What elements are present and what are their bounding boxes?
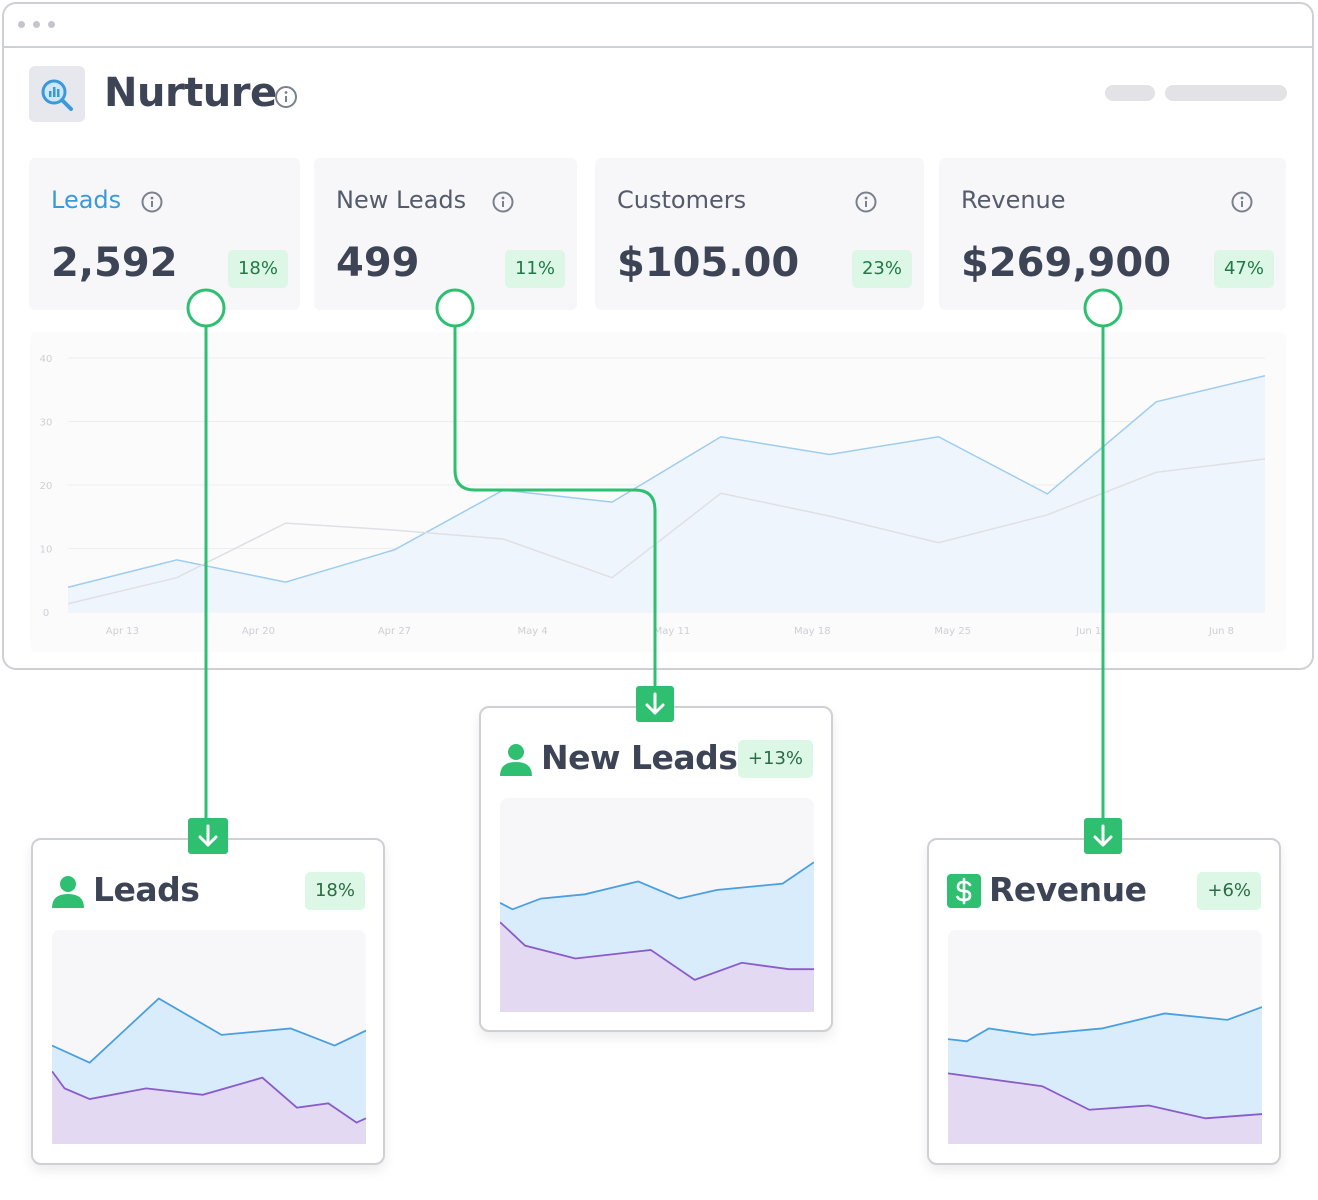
kpi-change: 23% bbox=[851, 250, 912, 288]
x-tick-label: May 11 bbox=[654, 626, 691, 637]
info-icon[interactable] bbox=[854, 190, 878, 214]
info-dot bbox=[501, 196, 505, 200]
info-dot bbox=[864, 196, 868, 200]
arrow-boxes bbox=[188, 686, 1122, 854]
series-line bbox=[67, 458, 1266, 605]
x-tick-label: Jun 8 bbox=[1208, 626, 1234, 637]
mini-card: New Leads +13% bbox=[479, 706, 833, 1032]
kpi-value: $105.00 bbox=[617, 240, 800, 286]
mini-area bbox=[52, 1071, 366, 1144]
page-title: Nurture bbox=[104, 70, 277, 116]
kpi-change: 47% bbox=[1213, 250, 1274, 288]
x-tick-label: May 18 bbox=[794, 626, 831, 637]
placeholder-pill bbox=[1165, 85, 1287, 101]
kpi-card: Revenue $269,900 47% bbox=[939, 158, 1286, 310]
icon-glyph bbox=[956, 877, 972, 905]
x-tick-label: Apr 27 bbox=[378, 626, 411, 637]
connector-node bbox=[186, 288, 226, 328]
mini-chart bbox=[52, 930, 366, 1144]
kpi-label: Leads bbox=[51, 186, 122, 214]
y-tick-label: 20 bbox=[40, 481, 53, 492]
kpi-value: $269,900 bbox=[961, 240, 1172, 286]
mini-line bbox=[500, 921, 814, 981]
person-icon bbox=[52, 876, 84, 908]
window-dot bbox=[48, 21, 55, 28]
area-fill bbox=[68, 375, 1265, 612]
arrow-box bbox=[1084, 818, 1122, 854]
info-ring bbox=[1231, 191, 1253, 213]
info-ring bbox=[141, 191, 163, 213]
mini-title: Revenue bbox=[989, 870, 1147, 909]
icon-head bbox=[60, 876, 76, 892]
kpi-card: New Leads 499 11% bbox=[314, 158, 577, 310]
mini-change: 18% bbox=[304, 872, 365, 910]
window-dot bbox=[33, 21, 40, 28]
mini-chart bbox=[500, 798, 814, 1012]
placeholder-pill bbox=[1105, 85, 1155, 101]
y-tick-label: 30 bbox=[40, 418, 53, 429]
info-icon[interactable] bbox=[491, 190, 515, 214]
kpi-change: 11% bbox=[504, 250, 565, 288]
info-icon[interactable] bbox=[1230, 190, 1254, 214]
arrow-box bbox=[188, 818, 228, 854]
arrow-box bbox=[636, 686, 674, 722]
mini-change: +13% bbox=[737, 740, 813, 778]
person-icon bbox=[500, 744, 532, 776]
window-dot bbox=[18, 21, 25, 28]
y-tick-label: 40 bbox=[40, 354, 53, 365]
x-tick-label: Apr 13 bbox=[106, 626, 139, 637]
kpi-card: Leads 2,592 18% bbox=[29, 158, 300, 310]
info-dot bbox=[150, 196, 154, 200]
x-tick-label: Jun 1 bbox=[1075, 626, 1101, 637]
mini-change: +6% bbox=[1197, 872, 1261, 910]
kpi-value: 499 bbox=[336, 240, 420, 286]
kpi-value: 2,592 bbox=[51, 240, 178, 286]
mini-line bbox=[948, 1006, 1262, 1043]
icon-head bbox=[508, 744, 524, 760]
x-tick-label: May 4 bbox=[518, 626, 548, 637]
connector bbox=[453, 326, 657, 688]
kpi-change: 18% bbox=[227, 250, 288, 288]
kpi-label: New Leads bbox=[336, 186, 467, 214]
kpi-label: Customers bbox=[617, 186, 747, 214]
series-line bbox=[67, 375, 1266, 588]
info-ring bbox=[492, 191, 514, 213]
x-tick-label: Apr 20 bbox=[242, 626, 275, 637]
info-icon[interactable] bbox=[273, 84, 299, 110]
mini-chart bbox=[948, 930, 1262, 1144]
x-tick-label: May 25 bbox=[934, 626, 971, 637]
mini-line bbox=[52, 1070, 366, 1124]
chart: 0 10 20 30 40 Apr 13 Apr 20 Apr 27 May 4 May 11 Ma… bbox=[40, 354, 1266, 637]
connector-node bbox=[435, 288, 475, 328]
mini-area bbox=[500, 922, 814, 1012]
icon-body bbox=[52, 894, 84, 908]
info-icon[interactable] bbox=[140, 190, 164, 214]
y-tick-label: 10 bbox=[40, 545, 53, 556]
mini-title: New Leads bbox=[541, 738, 738, 777]
mini-card: Leads 18% bbox=[31, 838, 385, 1165]
app-icon bbox=[29, 66, 85, 122]
mini-line bbox=[500, 861, 814, 911]
mini-card: Revenue +6% bbox=[927, 838, 1281, 1165]
y-tick-label: 0 bbox=[43, 608, 49, 619]
kpi-label: Revenue bbox=[961, 186, 1066, 214]
mini-line bbox=[52, 997, 366, 1064]
dollar-icon bbox=[947, 874, 981, 908]
mini-line bbox=[948, 1072, 1262, 1120]
title-bar bbox=[4, 4, 1312, 48]
icon-body bbox=[500, 762, 532, 776]
mini-title: Leads bbox=[93, 870, 200, 909]
info-dot bbox=[1240, 196, 1244, 200]
kpi-card: Customers $105.00 23% bbox=[595, 158, 924, 310]
info-ring bbox=[855, 191, 877, 213]
connector-node bbox=[1083, 288, 1123, 328]
